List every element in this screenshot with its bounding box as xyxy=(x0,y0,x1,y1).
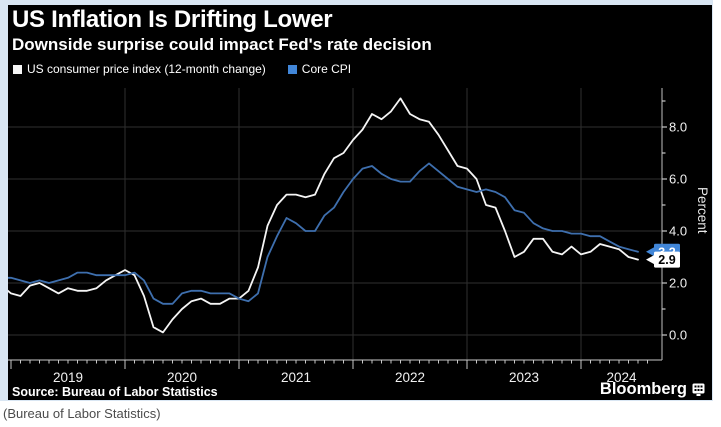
inflation-line-chart: 0.02.04.06.08.02019202020212022202320243… xyxy=(8,88,687,385)
x-tick-label: 2022 xyxy=(395,370,425,385)
y-axis-title: Percent xyxy=(695,187,710,234)
bloomberg-brand: Bloomberg xyxy=(600,380,705,399)
y-tick-label: 4.0 xyxy=(669,224,687,239)
legend-item-core-cpi: Core CPI xyxy=(287,62,352,76)
legend-swatch-icon xyxy=(287,64,297,74)
chart-title: US Inflation Is Drifting Lower xyxy=(12,6,333,33)
y-tick-label: 6.0 xyxy=(669,172,687,187)
end-label-arrow xyxy=(646,246,655,257)
legend-label: Core CPI xyxy=(301,62,352,76)
x-tick-label: 2024 xyxy=(606,370,637,385)
chart-panel: US Inflation Is Drifting Lower Downside … xyxy=(8,5,712,400)
cpi-line xyxy=(8,97,639,334)
bloomberg-terminal-icon xyxy=(692,383,705,396)
y-tick-label: 8.0 xyxy=(669,120,687,135)
x-tick-label: 2021 xyxy=(281,370,311,385)
cpi-end-value: 2.9 xyxy=(658,253,675,267)
chart-subtitle: Downside surprise could impact Fed's rat… xyxy=(12,35,432,54)
y-tick-label: 2.0 xyxy=(669,276,687,291)
source-note: Source: Bureau of Labor Statistics xyxy=(12,385,218,399)
x-tick-label: 2023 xyxy=(509,370,539,385)
x-tick-label: 2019 xyxy=(53,370,83,385)
chart-legend: US consumer price index (12-month change… xyxy=(13,62,351,76)
bloomberg-wordmark: Bloomberg xyxy=(599,380,687,398)
legend-label: US consumer price index (12-month change… xyxy=(27,62,266,76)
legend-item-cpi: US consumer price index (12-month change… xyxy=(13,62,266,76)
image-caption: (Bureau of Labor Statistics) xyxy=(3,406,161,421)
y-tick-label: 0.0 xyxy=(669,328,687,343)
end-label-arrow xyxy=(646,254,655,265)
core-cpi-line xyxy=(8,162,639,305)
end-label-badge xyxy=(654,251,680,268)
legend-swatch-icon xyxy=(13,64,22,74)
x-tick-label: 2020 xyxy=(167,370,197,385)
